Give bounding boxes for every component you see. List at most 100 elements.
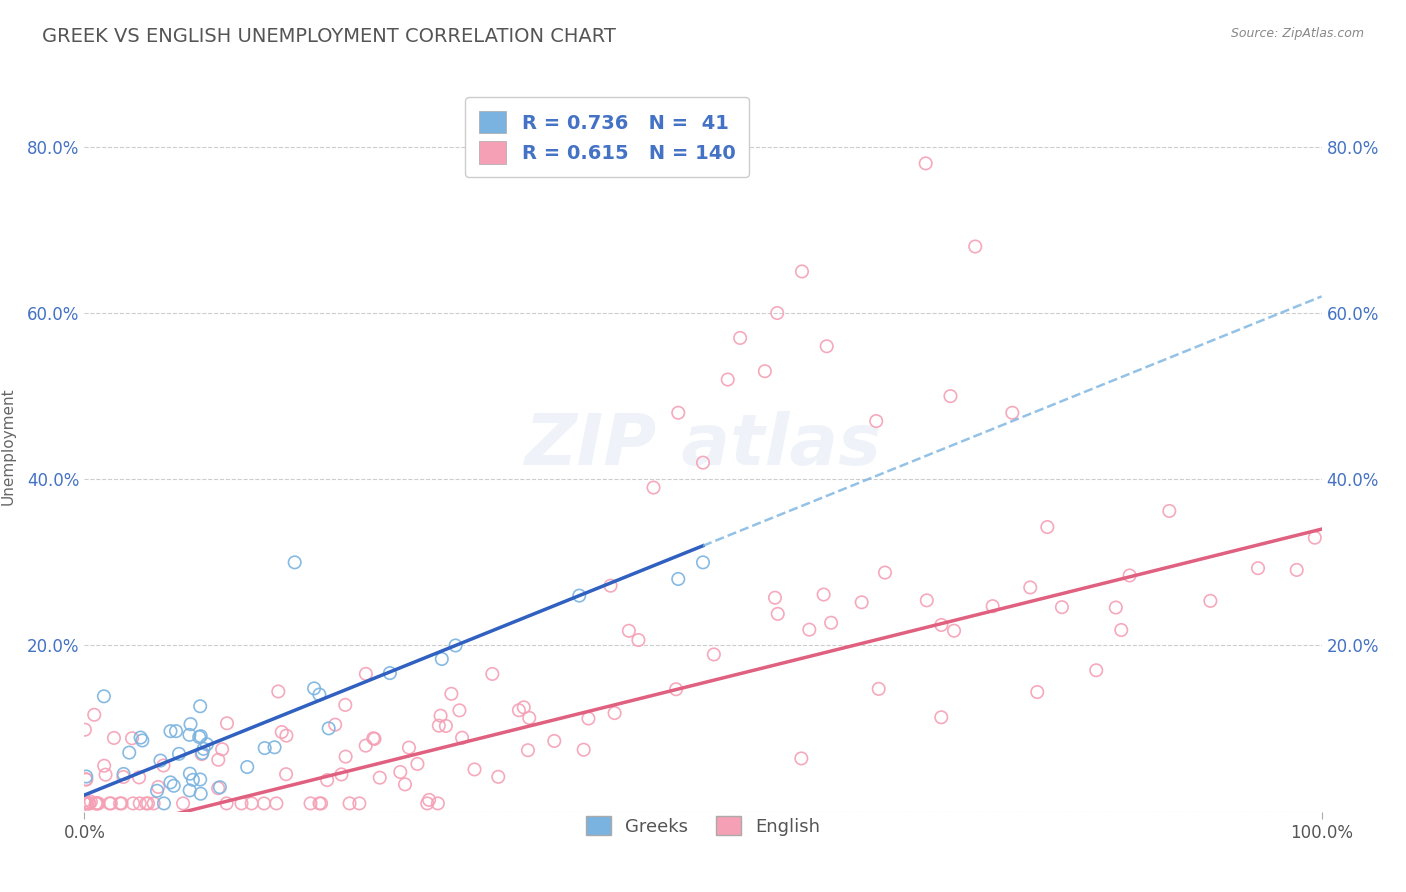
Point xyxy=(181,772,204,787)
Point xyxy=(148,780,170,794)
Point xyxy=(799,623,821,637)
Point xyxy=(790,751,813,765)
Point xyxy=(146,784,169,798)
Point xyxy=(207,753,229,767)
Point xyxy=(191,746,214,760)
Point xyxy=(274,767,297,781)
Point xyxy=(915,593,938,607)
Point xyxy=(394,777,416,791)
Y-axis label: Unemployment: Unemployment xyxy=(1,387,15,505)
Point xyxy=(444,639,467,653)
Point xyxy=(354,666,377,681)
Point xyxy=(335,749,357,764)
Point xyxy=(180,717,202,731)
Point xyxy=(1303,531,1326,545)
Point xyxy=(754,364,776,378)
Point xyxy=(873,566,896,580)
Point xyxy=(179,783,201,797)
Point xyxy=(766,607,789,621)
Point xyxy=(308,797,330,811)
Point xyxy=(513,700,536,714)
Point xyxy=(195,737,218,751)
Point xyxy=(1085,663,1108,677)
Point xyxy=(188,730,211,744)
Point xyxy=(153,797,176,811)
Point xyxy=(931,618,953,632)
Point xyxy=(981,599,1004,614)
Point xyxy=(167,747,190,761)
Point xyxy=(136,797,159,811)
Point xyxy=(1001,406,1024,420)
Point xyxy=(129,731,152,745)
Point xyxy=(87,797,110,811)
Point xyxy=(215,716,238,731)
Point xyxy=(617,624,640,638)
Point xyxy=(190,787,212,801)
Point xyxy=(253,797,276,811)
Point xyxy=(190,747,212,761)
Point xyxy=(73,797,96,811)
Point xyxy=(100,797,122,811)
Point xyxy=(703,648,725,662)
Point xyxy=(253,741,276,756)
Point xyxy=(627,633,650,648)
Point xyxy=(763,591,786,605)
Point xyxy=(363,731,385,746)
Point xyxy=(215,797,238,811)
Point xyxy=(572,742,595,756)
Point xyxy=(568,589,591,603)
Point xyxy=(820,615,842,630)
Point xyxy=(1026,685,1049,699)
Point xyxy=(1105,600,1128,615)
Point xyxy=(276,729,298,743)
Point xyxy=(965,239,987,253)
Point xyxy=(389,764,412,779)
Point xyxy=(543,734,565,748)
Point xyxy=(666,406,689,420)
Text: Source: ZipAtlas.com: Source: ZipAtlas.com xyxy=(1230,27,1364,40)
Point xyxy=(308,688,330,702)
Point xyxy=(416,797,439,811)
Point xyxy=(163,779,186,793)
Point xyxy=(426,797,449,811)
Point xyxy=(516,743,538,757)
Point xyxy=(236,760,259,774)
Point xyxy=(80,795,103,809)
Point xyxy=(929,710,952,724)
Point xyxy=(766,306,789,320)
Point xyxy=(943,624,966,638)
Point xyxy=(665,682,688,697)
Point xyxy=(1050,600,1073,615)
Point xyxy=(159,775,181,789)
Point xyxy=(84,797,107,811)
Point xyxy=(815,339,838,353)
Point xyxy=(149,754,172,768)
Point xyxy=(434,719,457,733)
Point xyxy=(1285,563,1308,577)
Point xyxy=(335,698,357,712)
Point xyxy=(208,780,231,795)
Point xyxy=(914,156,936,170)
Point xyxy=(378,666,401,681)
Point xyxy=(165,724,187,739)
Point xyxy=(578,712,600,726)
Point xyxy=(851,595,873,609)
Point xyxy=(231,797,253,811)
Point xyxy=(717,372,740,386)
Point xyxy=(354,739,377,753)
Point xyxy=(75,772,97,787)
Point xyxy=(122,797,145,811)
Point xyxy=(73,796,96,810)
Point xyxy=(240,797,263,811)
Point xyxy=(865,414,887,428)
Point xyxy=(486,770,509,784)
Point xyxy=(463,763,485,777)
Point xyxy=(599,579,621,593)
Point xyxy=(98,797,121,811)
Point xyxy=(152,758,174,772)
Point xyxy=(188,772,211,787)
Point xyxy=(93,690,115,704)
Point xyxy=(73,797,96,811)
Point xyxy=(430,652,453,666)
Point xyxy=(131,733,153,747)
